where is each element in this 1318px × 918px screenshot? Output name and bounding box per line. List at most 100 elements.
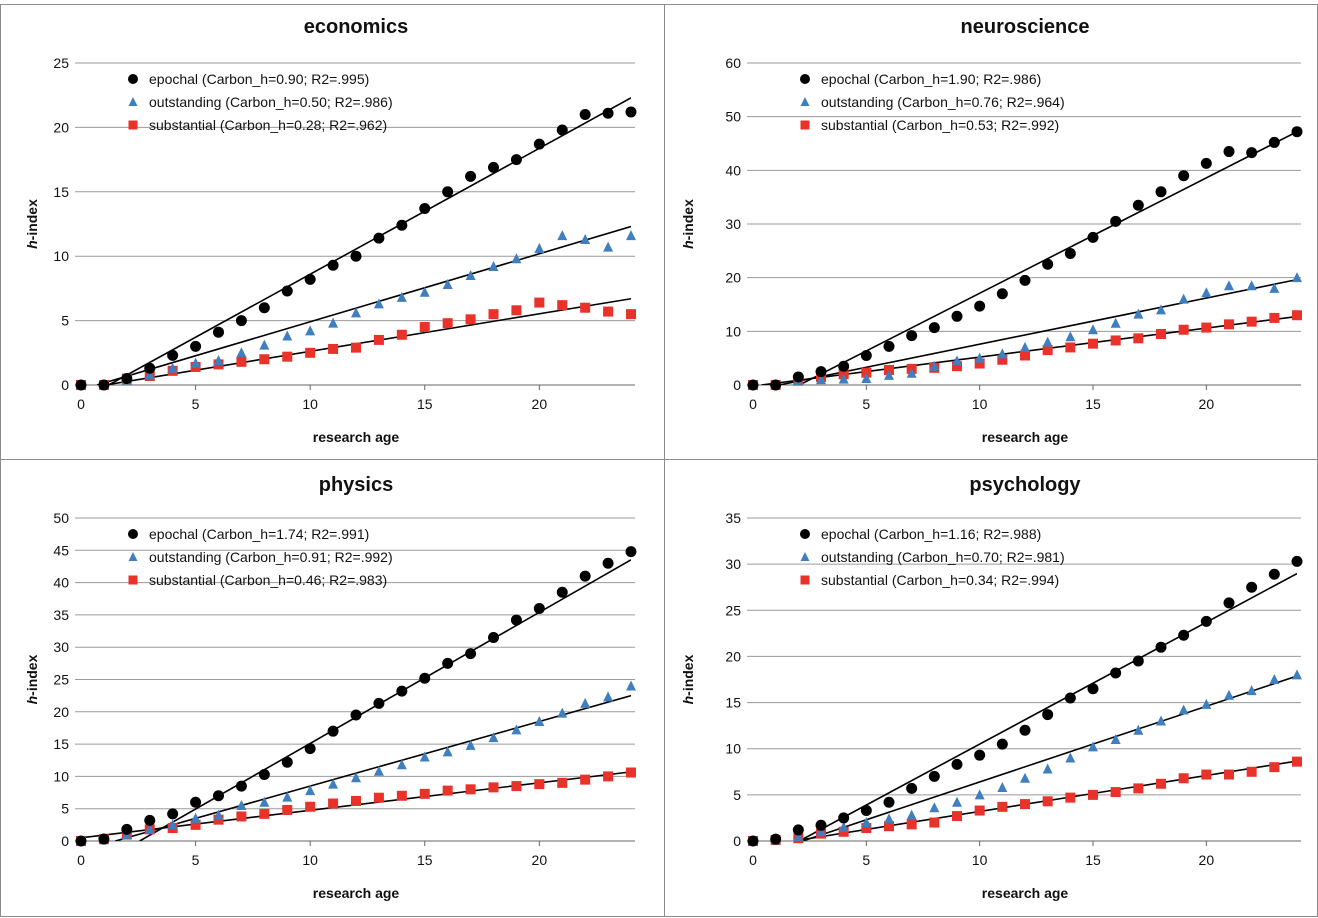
data-point-epochal <box>1110 215 1122 227</box>
data-point-epochal <box>860 349 872 361</box>
data-point-epochal <box>373 697 385 709</box>
data-point-epochal <box>281 756 293 768</box>
data-point-epochal <box>442 186 454 198</box>
chart-panel-physics: physics 0 5 10 15 20 25 30 35 40 45 50 0 5 10 15 20 resea… <box>0 459 665 917</box>
y-tick-label: 10 <box>725 323 741 339</box>
y-tick-label: 20 <box>53 704 69 720</box>
y-tick-label: 15 <box>725 695 741 711</box>
data-point-epochal <box>579 570 591 582</box>
y-tick-label: 5 <box>61 801 69 817</box>
data-point-epochal <box>602 107 614 119</box>
chart-psychology: psychology 0 5 10 15 20 25 30 35 0 5 10 15 20 research… <box>680 474 1303 901</box>
data-point-epochal <box>465 170 477 182</box>
legend-label-outstanding: outstanding (Carbon_h=0.50; R2=.986) <box>149 94 393 110</box>
data-point-epochal <box>1223 146 1235 158</box>
data-point-outstanding <box>465 739 476 750</box>
data-point-outstanding <box>1042 336 1053 347</box>
data-point-substantial <box>259 354 270 365</box>
fit-line-outstanding <box>779 278 1297 385</box>
data-point-substantial <box>557 300 568 311</box>
legend-label-substantial: substantial (Carbon_h=0.34; R2=.994) <box>821 572 1059 588</box>
data-point-epochal <box>419 203 431 215</box>
data-point-epochal <box>906 330 918 342</box>
data-point-outstanding <box>534 715 545 726</box>
y-axis-label: h-index <box>24 654 40 704</box>
data-point-outstanding <box>488 732 499 743</box>
data-point-epochal <box>1064 248 1076 260</box>
data-point-epochal <box>121 823 133 835</box>
data-point-epochal <box>98 379 110 391</box>
data-point-outstanding <box>373 298 384 309</box>
data-point-epochal <box>327 725 339 737</box>
data-point-substantial <box>419 788 430 799</box>
data-point-epochal <box>304 743 316 755</box>
data-point-outstanding <box>1292 272 1302 283</box>
data-point-epochal <box>792 824 804 836</box>
data-point-substantial <box>603 306 614 317</box>
fit-line-outstanding <box>115 694 631 841</box>
chart-physics: physics 0 5 10 15 20 25 30 35 40 45 50 0 5 10 15 20 resea… <box>24 474 637 901</box>
data-point-substantial <box>861 823 872 834</box>
data-point-substantial <box>1088 338 1098 349</box>
data-point-outstanding <box>1088 324 1098 335</box>
data-point-outstanding <box>861 817 872 828</box>
data-point-outstanding <box>351 307 361 318</box>
data-point-epochal <box>75 379 87 391</box>
chart-panel-economics: economics 0 5 10 15 20 25 0 5 10 15 20 research age h… <box>0 4 665 460</box>
data-point-substantial <box>442 318 453 329</box>
y-tick-label: 40 <box>53 575 69 591</box>
data-point-outstanding <box>603 691 614 702</box>
data-point-outstanding <box>838 821 849 832</box>
data-point-substantial <box>396 790 407 801</box>
y-tick-label: 10 <box>53 768 69 784</box>
data-point-epochal <box>625 546 637 558</box>
y-tick-label: 35 <box>725 510 741 526</box>
data-point-substantial <box>1178 773 1189 784</box>
data-point-outstanding <box>190 812 201 823</box>
data-point-epochal <box>533 602 545 614</box>
y-axis-label: h-index <box>680 199 696 249</box>
data-point-substantial <box>974 358 985 369</box>
data-point-epochal <box>1087 683 1099 695</box>
y-tick-label: 10 <box>725 741 741 757</box>
y-tick-label: 25 <box>53 672 69 688</box>
y-tick-label: 50 <box>53 510 69 526</box>
y-tick-label: 45 <box>53 542 69 558</box>
data-point-outstanding <box>351 772 361 783</box>
data-point-substantial <box>373 334 384 345</box>
x-tick-label: 20 <box>1199 852 1215 868</box>
data-point-epochal <box>792 371 804 383</box>
data-point-outstanding <box>997 348 1008 359</box>
data-point-epochal <box>1268 136 1280 148</box>
y-tick-label: 15 <box>53 736 69 752</box>
data-point-substantial <box>1246 766 1257 777</box>
legend-label-epochal: epochal (Carbon_h=0.90; R2=.995) <box>149 71 369 87</box>
data-point-epochal <box>327 259 339 271</box>
data-point-epochal <box>533 138 545 150</box>
data-point-substantial <box>1292 310 1302 321</box>
legend-marker-outstanding <box>800 97 810 106</box>
data-point-outstanding <box>580 233 591 244</box>
data-point-outstanding <box>1246 280 1257 291</box>
data-point-epochal <box>556 586 568 598</box>
y-axis-label: h-index <box>24 199 40 249</box>
data-point-epochal <box>258 302 270 314</box>
data-point-epochal <box>167 349 179 361</box>
data-point-outstanding <box>396 291 407 302</box>
data-point-outstanding <box>1088 741 1098 752</box>
legend-label-substantial: substantial (Carbon_h=0.46; R2=.983) <box>149 572 387 588</box>
data-point-outstanding <box>557 707 568 718</box>
fit-line-outstanding <box>802 675 1297 841</box>
data-point-substantial <box>997 801 1008 812</box>
data-point-outstanding <box>884 369 894 380</box>
data-point-epochal <box>602 557 614 569</box>
data-point-outstanding <box>861 373 872 384</box>
data-point-substantial <box>1201 769 1212 780</box>
data-point-outstanding <box>974 352 985 363</box>
data-point-outstanding <box>144 823 155 834</box>
x-tick-label: 10 <box>302 852 318 868</box>
data-point-epochal <box>488 161 499 173</box>
data-point-epochal <box>465 648 477 660</box>
data-point-epochal <box>1155 186 1167 198</box>
y-axis-label: h-index <box>680 654 696 704</box>
